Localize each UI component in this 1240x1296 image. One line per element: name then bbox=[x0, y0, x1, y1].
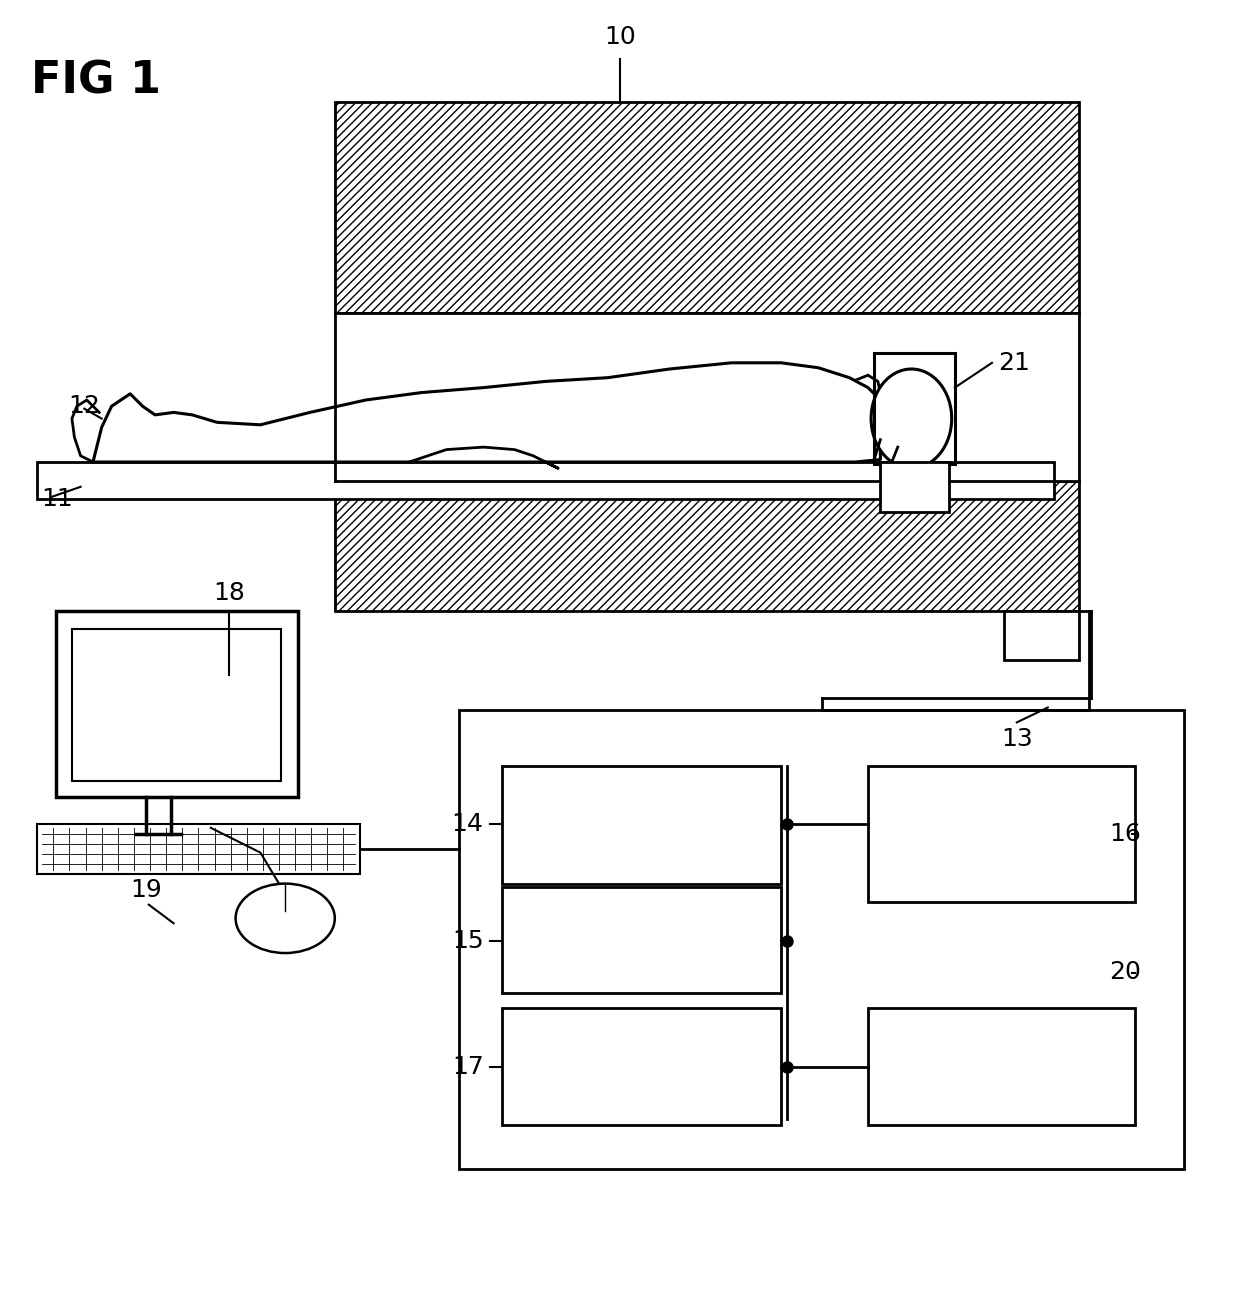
Text: 20: 20 bbox=[1109, 960, 1141, 985]
Bar bbox=[335, 102, 1079, 314]
Bar bbox=[880, 461, 949, 512]
Bar bbox=[335, 481, 1079, 610]
Text: 17: 17 bbox=[451, 1055, 484, 1080]
Text: 15: 15 bbox=[451, 929, 484, 953]
Bar bbox=[37, 461, 1054, 499]
Ellipse shape bbox=[870, 369, 952, 468]
Text: 21: 21 bbox=[998, 351, 1030, 375]
Bar bbox=[874, 353, 955, 464]
Bar bbox=[37, 824, 360, 874]
Bar bbox=[502, 766, 781, 884]
Text: 10: 10 bbox=[604, 25, 636, 49]
Text: 14: 14 bbox=[451, 813, 484, 836]
Text: 11: 11 bbox=[41, 487, 73, 511]
Bar bbox=[1004, 610, 1079, 661]
Text: 16: 16 bbox=[1109, 822, 1141, 845]
Text: 13: 13 bbox=[1001, 727, 1033, 752]
Bar bbox=[502, 888, 781, 993]
Text: 12: 12 bbox=[68, 394, 100, 419]
Bar bbox=[868, 1007, 1135, 1125]
Bar bbox=[56, 610, 298, 797]
Text: FIG 1: FIG 1 bbox=[31, 60, 161, 102]
Bar bbox=[502, 1007, 781, 1125]
Ellipse shape bbox=[236, 884, 335, 953]
Bar bbox=[459, 710, 1184, 1169]
Bar bbox=[868, 766, 1135, 902]
Text: 19: 19 bbox=[130, 879, 162, 902]
Bar bbox=[335, 314, 1079, 481]
Text: 18: 18 bbox=[213, 581, 246, 605]
Bar bbox=[72, 630, 281, 780]
